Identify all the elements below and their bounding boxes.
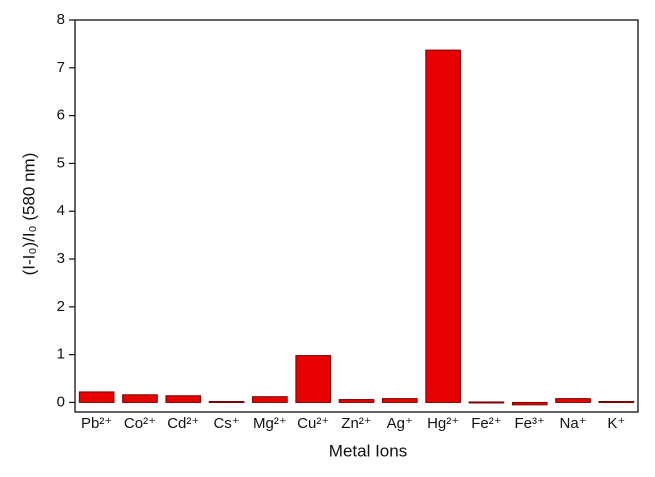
x-tick-label: K⁺ [607, 415, 625, 432]
x-tick-label: Ag⁺ [387, 415, 413, 432]
bar [78, 391, 115, 403]
x-tick-label: Cu²⁺ [297, 415, 329, 432]
bar [468, 401, 505, 404]
bar [381, 398, 418, 403]
x-axis-title: Metal Ions [329, 441, 407, 460]
x-tick-label: Cs⁺ [213, 415, 239, 432]
x-tick-label: Zn²⁺ [341, 415, 371, 432]
y-axis-title: (I-I₀)/I₀ (580 nm) [19, 153, 38, 276]
x-tick-label: Pb²⁺ [81, 415, 112, 432]
x-tick-label: Cd²⁺ [167, 415, 199, 432]
x-tick-label: Na⁺ [559, 415, 586, 432]
bar [122, 394, 158, 403]
bar [598, 400, 635, 403]
x-tick-label: Fe³⁺ [515, 415, 545, 432]
bar [555, 398, 591, 403]
bar [165, 395, 202, 403]
x-tick-label: Mg²⁺ [253, 415, 287, 432]
y-tick-label: 4 [57, 202, 65, 219]
y-tick-label: 5 [57, 154, 65, 171]
y-tick-label: 6 [57, 107, 65, 124]
bar [295, 355, 332, 403]
plot-frame [74, 19, 639, 413]
y-tick-label: 2 [57, 298, 65, 315]
bar [425, 49, 461, 403]
y-tick-label: 1 [57, 346, 65, 363]
x-tick-label: Co²⁺ [124, 415, 156, 432]
y-tick-label: 7 [57, 59, 65, 76]
y-tick-label: 8 [57, 11, 65, 28]
bar [208, 400, 245, 403]
bar [252, 396, 288, 403]
bar [338, 399, 375, 403]
x-tick-label: Hg²⁺ [427, 415, 459, 432]
y-tick-label: 3 [57, 250, 65, 267]
x-tick-label: Fe²⁺ [471, 415, 501, 432]
bar [511, 401, 548, 406]
y-tick-label: 0 [57, 393, 65, 410]
